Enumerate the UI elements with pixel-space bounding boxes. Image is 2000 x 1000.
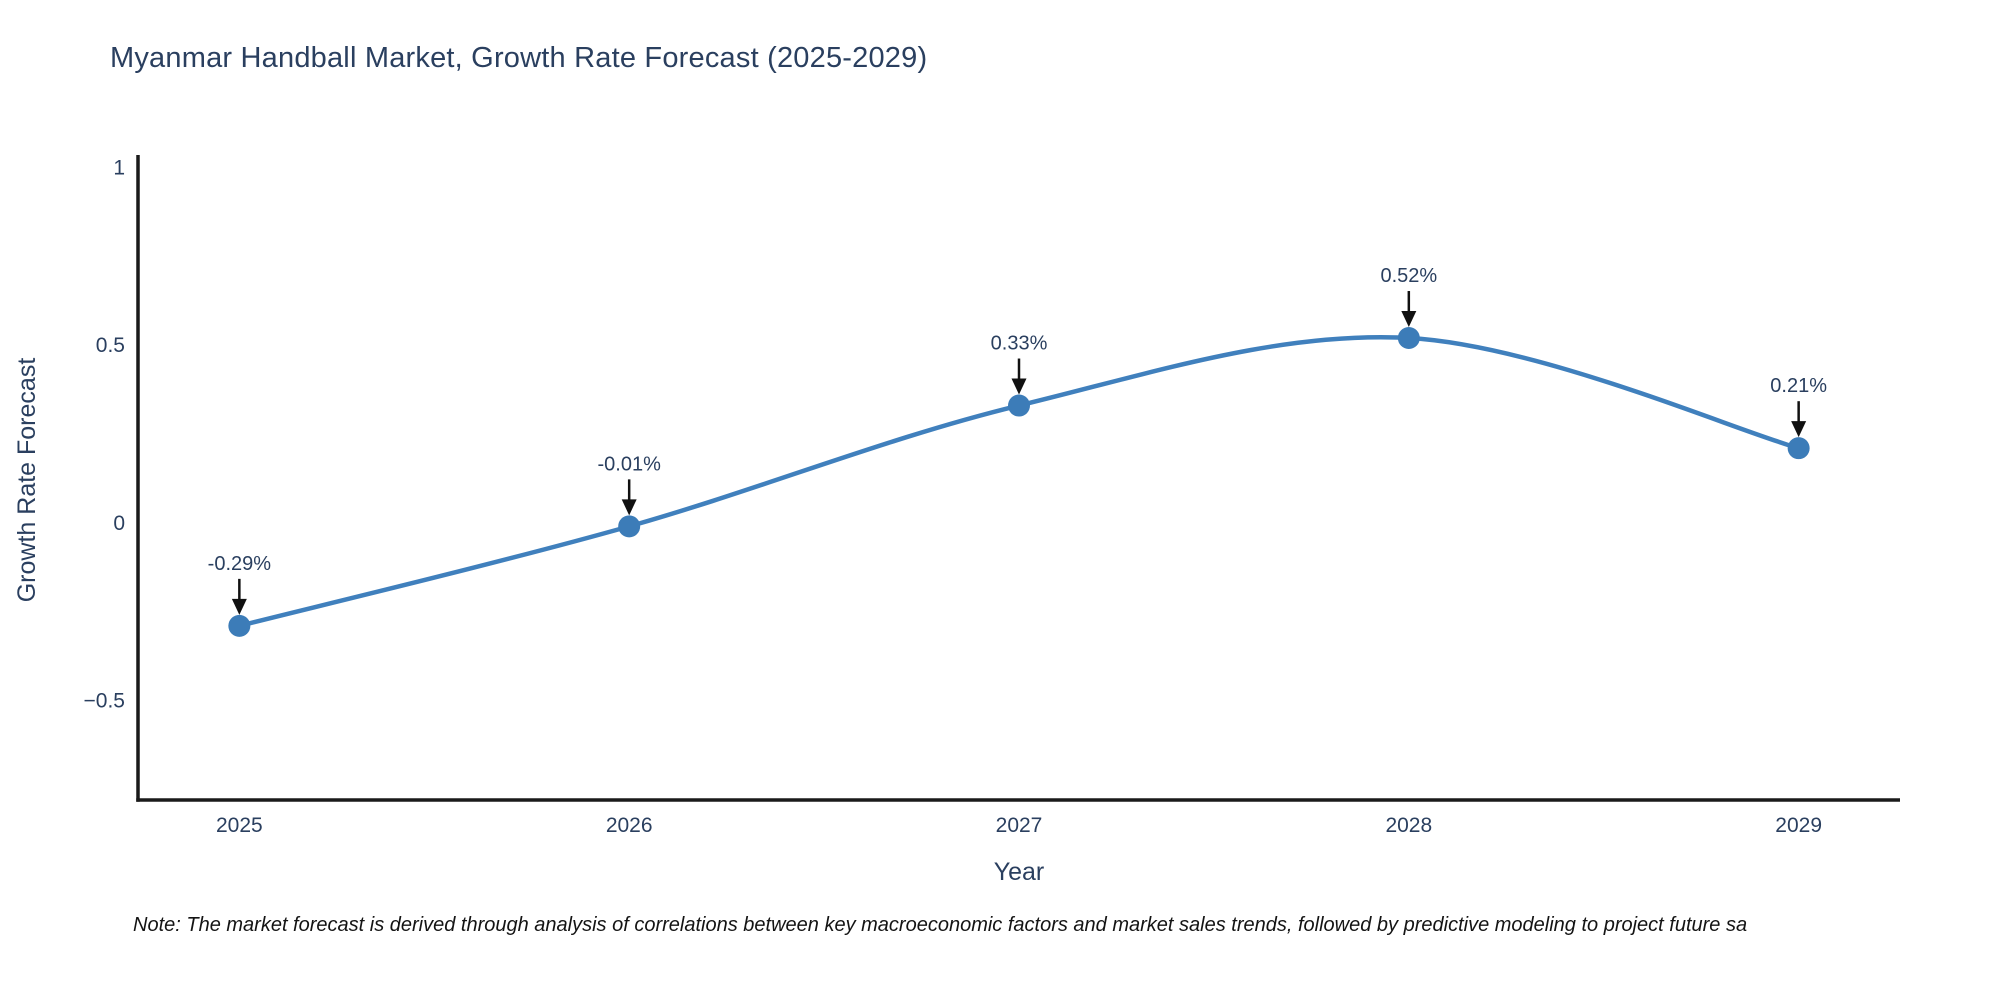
x-axis-title: Year: [993, 858, 1045, 886]
annotation-arrowhead: [231, 598, 247, 615]
footnote: Note: The market forecast is derived thr…: [133, 914, 1748, 936]
x-tick-label: 2027: [996, 814, 1043, 837]
point-annotation-label: -0.29%: [208, 553, 272, 575]
annotation-arrowhead: [1401, 311, 1417, 328]
y-tick-label: 1: [113, 156, 125, 179]
point-annotation-label: 0.21%: [1770, 375, 1827, 397]
annotation-arrowhead: [1011, 378, 1027, 395]
data-point: [1787, 437, 1810, 460]
point-annotation-label: 0.52%: [1380, 265, 1437, 287]
y-tick-label: 0.5: [96, 334, 125, 357]
y-tick-label: 0: [113, 512, 125, 535]
point-annotation-label: 0.33%: [991, 333, 1048, 355]
annotation-arrowhead: [621, 499, 637, 516]
data-point: [1008, 394, 1030, 417]
data-point: [228, 614, 251, 637]
annotation-arrowhead: [1791, 421, 1807, 438]
x-tick-label: 2028: [1385, 814, 1432, 837]
x-tick-label: 2029: [1775, 814, 1822, 837]
y-tick-label: −0.5: [84, 689, 125, 712]
x-tick-label: 2026: [606, 814, 653, 837]
x-tick-label: 2025: [216, 814, 263, 837]
point-annotation-label: -0.01%: [597, 453, 661, 475]
data-point: [618, 515, 641, 538]
data-point: [1397, 327, 1420, 350]
chart-title: Myanmar Handball Market, Growth Rate For…: [110, 42, 928, 74]
